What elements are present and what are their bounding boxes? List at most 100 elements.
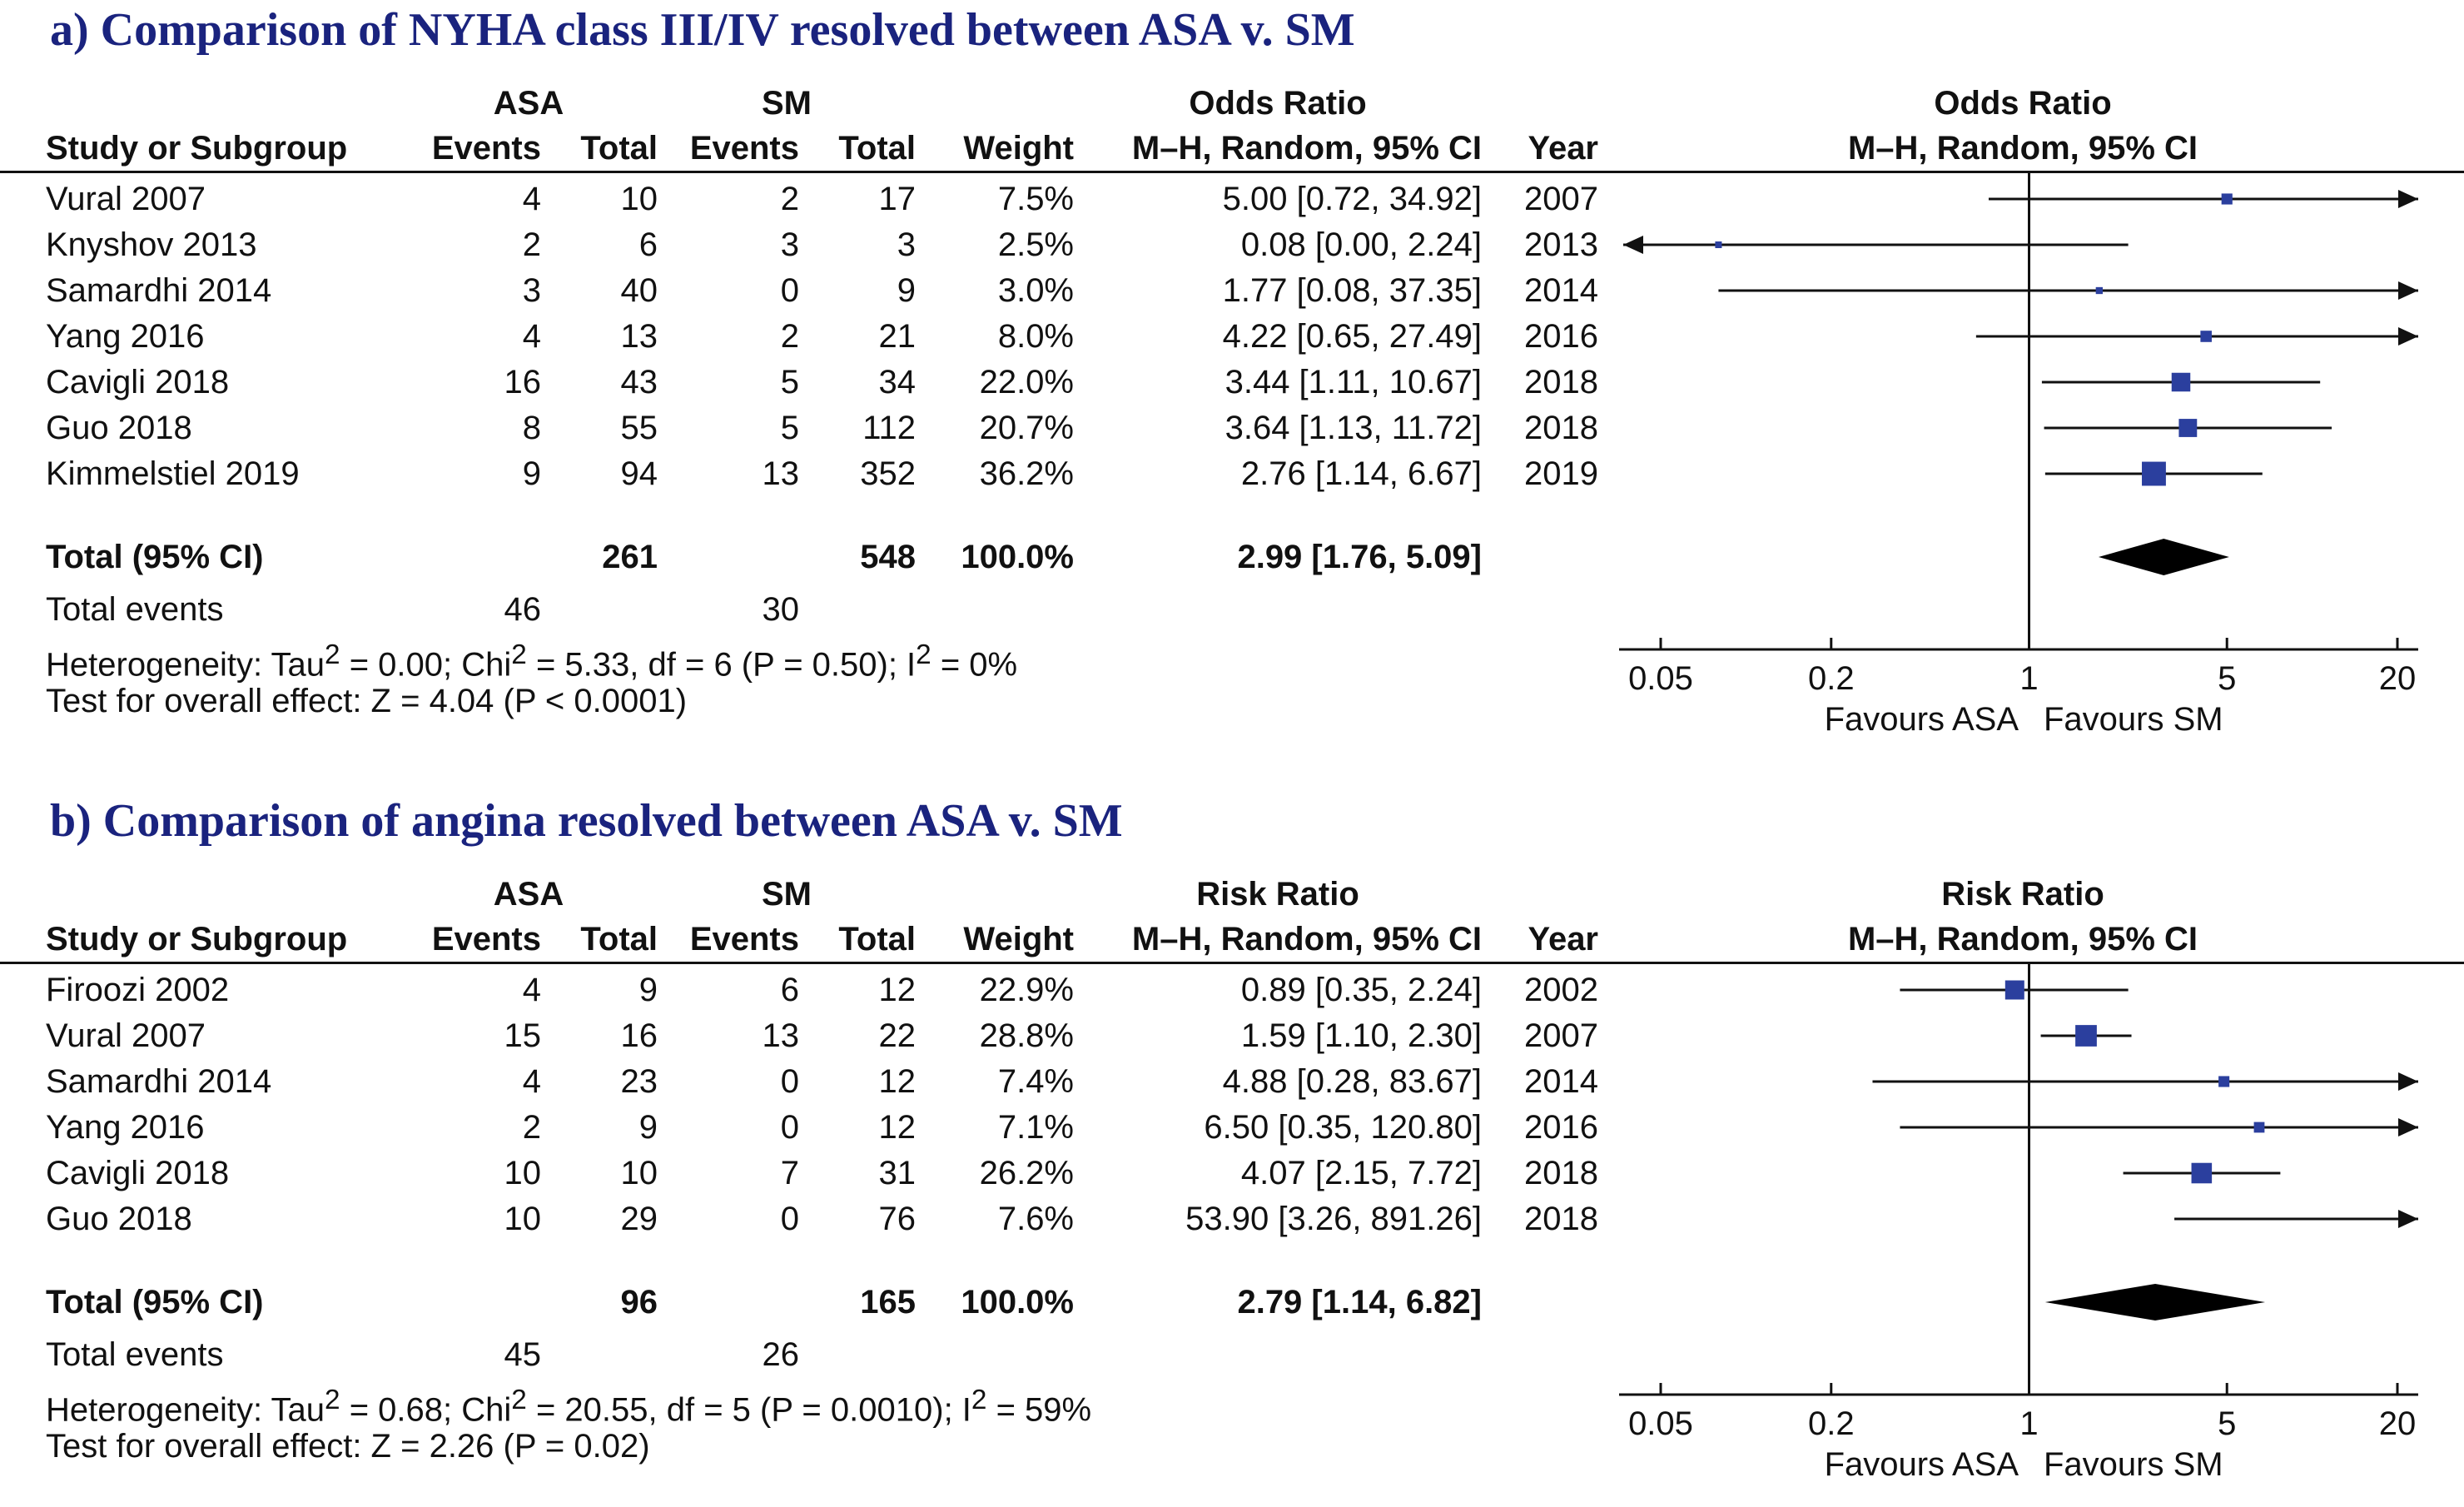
effect-ci: 6.50 [0.35, 120.80] [1204,1109,1482,1146]
effect-ci: 53.90 [3.26, 891.26] [1185,1201,1482,1237]
weight: 36.2% [979,455,1074,492]
effect-ci: 0.89 [0.35, 2.24] [1240,972,1482,1008]
weight: 3.0% [997,272,1074,309]
heterogeneity-part: = 0.00; Chi [340,646,512,684]
weight: 8.0% [997,318,1074,355]
events-sm: 2 [780,318,799,355]
events-asa: 3 [522,272,541,309]
study-name: Guo 2018 [46,410,192,446]
events-sm: 5 [780,364,799,400]
group1-header: ASA [493,85,564,122]
weight: 22.9% [979,972,1074,1008]
study-marker [2200,331,2212,342]
heterogeneity-part: = 0.68; Chi [340,1391,512,1429]
total-asa: 261 [602,539,658,575]
events1-header: Events [431,921,541,957]
overall-effect-test: Test for overall effect: Z = 2.26 (P = 0… [46,1428,650,1465]
study-name: Guo 2018 [46,1201,192,1237]
x-tick-label: 0.05 [1628,660,1693,697]
study-name: Knyshov 2013 [46,226,257,263]
weight: 2.5% [997,226,1074,263]
year: 2018 [1524,1201,1598,1237]
heterogeneity-part: Heterogeneity: Tau [46,1391,325,1429]
study-header: Study or Subgroup [46,130,348,167]
weight: 7.4% [997,1063,1074,1100]
events-asa: 4 [522,1063,541,1100]
ci-arrow-right [2398,1072,2418,1091]
weight-header: Weight [963,130,1074,167]
total-sm: 31 [878,1155,917,1191]
forest-panel-a: a) Comparison of NYHA class III/IV resol… [0,0,2464,738]
ci-arrow-right [2398,281,2418,300]
ci-arrow-right [2398,190,2418,208]
events-asa: 2 [522,1109,541,1146]
total-asa: 16 [620,1017,658,1054]
study-marker [2253,1122,2265,1133]
year: 2013 [1524,226,1598,263]
study-name: Cavigli 2018 [46,1155,230,1191]
year: 2016 [1524,318,1598,355]
x-tick-label: 5 [2218,1405,2236,1442]
plot-method-header: M–H, Random, 95% CI [1847,130,2198,167]
total2-header: Total [838,130,916,167]
year: 2018 [1524,1155,1598,1191]
total-sm: 22 [878,1017,917,1054]
ci-arrow-right [2398,1118,2418,1136]
heterogeneity-part: Heterogeneity: Tau [46,646,325,684]
events-asa: 4 [522,181,541,217]
events1-header: Events [431,130,541,167]
events-asa: 4 [522,972,541,1008]
total-asa: 55 [620,410,658,446]
effect-ci: 5.00 [0.72, 34.92] [1222,181,1482,217]
total-events-sm: 30 [762,591,800,628]
year: 2016 [1524,1109,1598,1146]
heterogeneity-part: = 5.33, df = 6 (P = 0.50); I [526,646,917,684]
events-sm: 0 [780,1201,799,1237]
events-asa: 4 [522,318,541,355]
total-asa: 23 [620,1063,658,1100]
study-name: Vural 2007 [46,1017,206,1054]
ci-arrow-right [2398,1210,2418,1228]
year: 2007 [1524,181,1598,217]
total-asa: 40 [620,272,658,309]
study-marker [2178,419,2198,437]
study-header: Study or Subgroup [46,921,348,957]
total-asa: 10 [620,1155,658,1191]
events-sm: 5 [780,410,799,446]
plot-title-header: Odds Ratio [1934,85,2112,122]
effect-ci: 4.07 [2.15, 7.72] [1240,1155,1482,1191]
effect-method-header: M–H, Random, 95% CI [1131,921,1482,957]
events-asa: 10 [504,1201,542,1237]
group1-header: ASA [493,876,564,913]
group2-header: SM [762,876,812,913]
study-marker [2221,193,2233,205]
total-asa: 9 [638,972,658,1008]
year-header: Year [1528,130,1598,167]
effect-ci: 1.77 [0.08, 37.35] [1222,272,1482,309]
pooled-diamond [2099,539,2229,575]
study-marker [2142,461,2166,486]
study-marker [2218,1076,2230,1087]
total-sm: 76 [878,1201,917,1237]
total1-header: Total [580,921,658,957]
year: 2018 [1524,410,1598,446]
heterogeneity-part: = 0% [931,646,1018,684]
total-weight: 100.0% [961,1284,1074,1320]
year-header: Year [1528,921,1598,957]
events-asa: 9 [522,455,541,492]
forest-plot: 0.05 0.2 1 5 20 [1619,963,2418,1442]
x-tick-label: 1 [2019,1405,2038,1442]
overall-effect-test: Test for overall effect: Z = 4.04 (P < 0… [46,683,688,719]
ci-arrow-left [1623,236,1643,254]
effect-ci: 3.44 [1.11, 10.67] [1225,364,1482,400]
events-sm: 6 [780,972,799,1008]
weight: 7.1% [997,1109,1074,1146]
favours-right-label: Favours SM [2044,1446,2223,1483]
total-sm: 9 [897,272,916,309]
total1-header: Total [580,130,658,167]
events-sm: 13 [762,1017,800,1054]
events2-header: Events [689,130,799,167]
events-sm: 0 [780,1063,799,1100]
total2-header: Total [838,921,916,957]
effect-method-header: M–H, Random, 95% CI [1131,130,1482,167]
